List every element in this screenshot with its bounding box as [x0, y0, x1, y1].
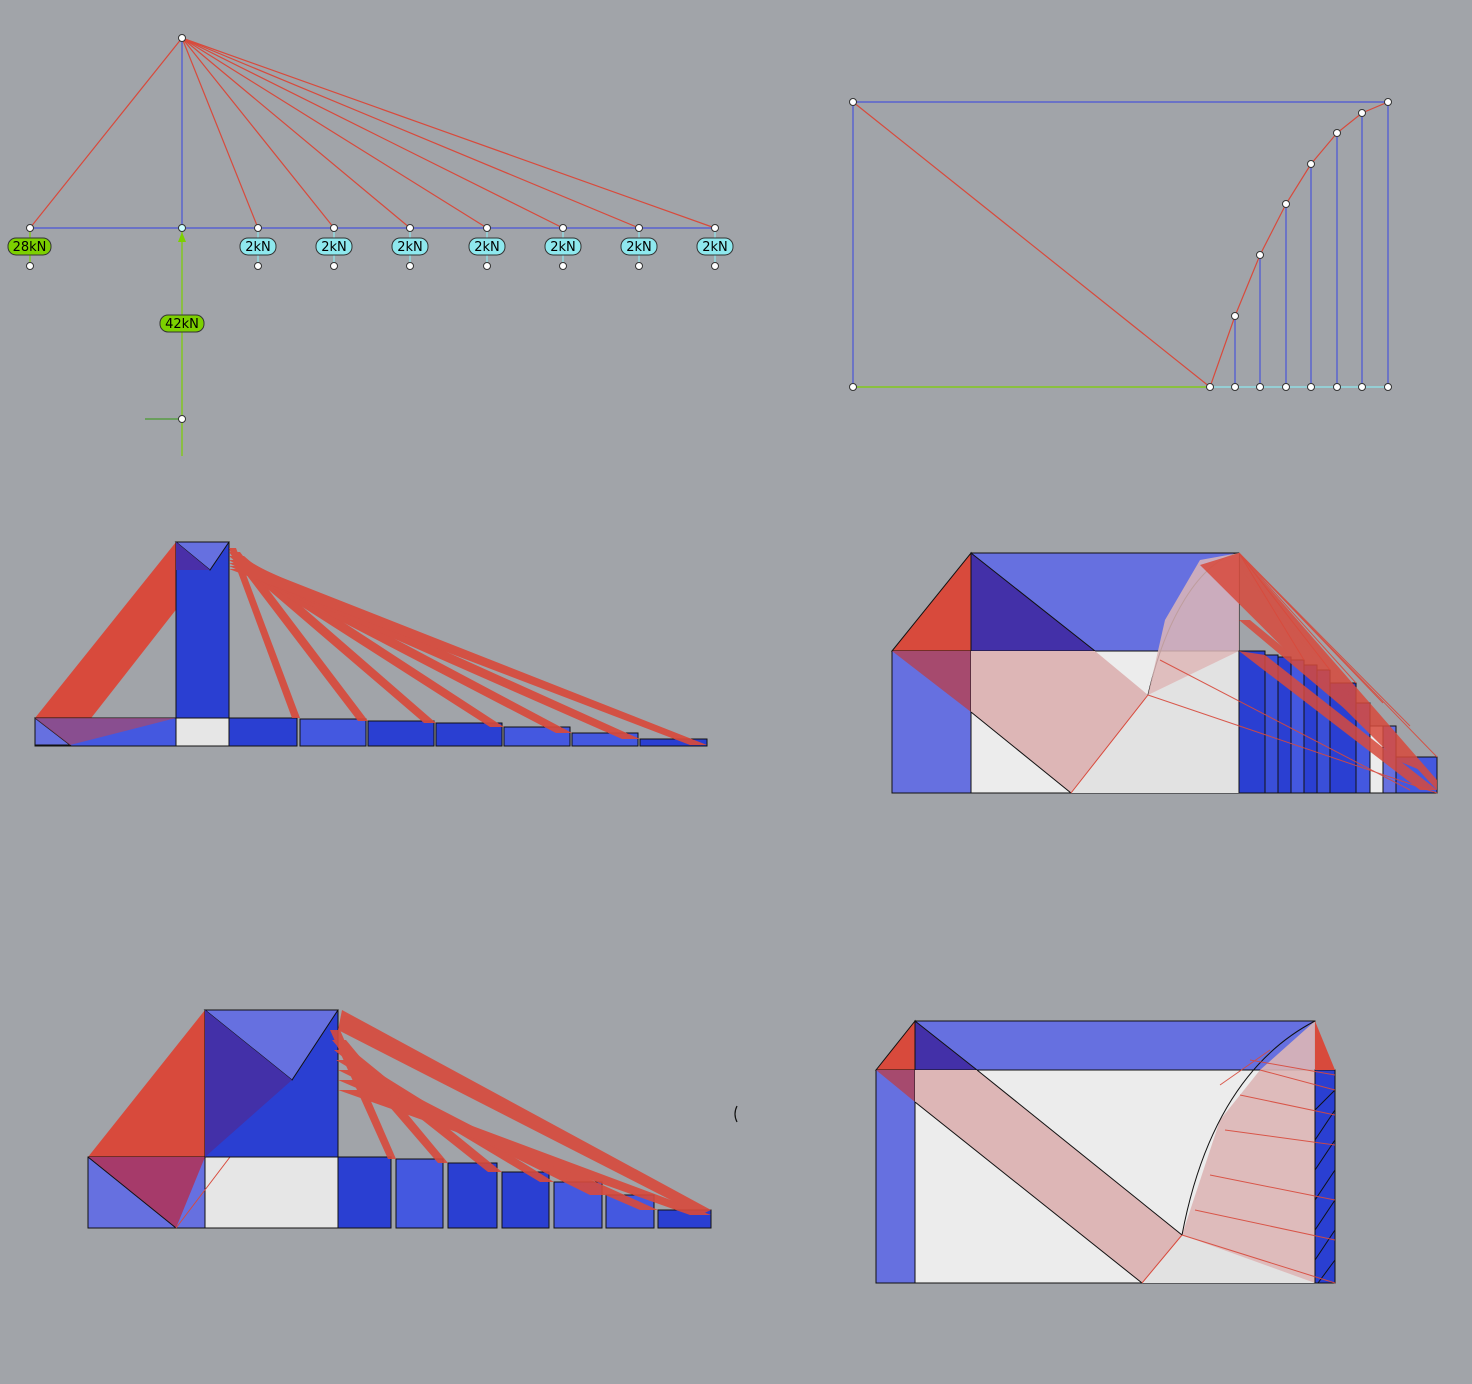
deck-void	[204, 1156, 339, 1229]
compression-members	[30, 38, 715, 229]
tension-fans	[1200, 553, 1437, 790]
svg-text:2kN: 2kN	[397, 240, 423, 255]
svg-text:2kN: 2kN	[474, 240, 500, 255]
load-label: 2kN	[315, 237, 353, 256]
deck-block	[435, 722, 503, 747]
force-3d-view-b	[874, 1019, 1336, 1284]
tension-stay	[88, 1010, 205, 1157]
svg-text:2kN: 2kN	[245, 240, 271, 255]
deck-block	[299, 718, 367, 747]
deck-block	[228, 717, 298, 747]
load-label: 2kN	[239, 237, 277, 256]
load-lines	[29, 228, 716, 456]
upper-tension	[890, 551, 972, 652]
column-block	[1238, 650, 1266, 794]
load-label: 2kN	[620, 237, 658, 256]
tension-fans	[229, 548, 707, 745]
deck-block	[395, 1158, 444, 1229]
form-nodes[interactable]	[26, 34, 719, 423]
force-red-edges	[852, 101, 1389, 388]
pylon	[175, 541, 230, 719]
svg-text:2kN: 2kN	[550, 240, 576, 255]
left-block	[875, 1069, 916, 1284]
load-label: 2kN	[468, 237, 506, 256]
load-label: 2kN	[696, 237, 734, 256]
deck-block	[447, 1162, 498, 1229]
tension-fans	[1181, 1049, 1336, 1284]
force-blue-edges	[852, 101, 1389, 387]
deck-block	[503, 726, 571, 747]
force-3d-view-a	[890, 551, 1438, 794]
cursor-mark	[734, 1105, 738, 1123]
deck-block	[639, 738, 708, 747]
tension-fans	[330, 1010, 711, 1215]
form-3d-view-b	[87, 1009, 712, 1229]
svg-text:2kN: 2kN	[321, 240, 347, 255]
svg-text:42kN: 42kN	[165, 317, 199, 332]
svg-text:2kN: 2kN	[626, 240, 652, 255]
upper-tension	[874, 1019, 916, 1071]
upper-block	[914, 1020, 1316, 1071]
reaction-label-left: 28kN	[7, 237, 52, 256]
form-diagram: 28kN 42kN 2kN 2kN 2kN 2kN 2kN 2kN	[7, 34, 734, 456]
force-nodes[interactable]	[849, 98, 1392, 391]
column-block	[1303, 664, 1318, 794]
deck-block	[337, 1156, 392, 1229]
tension-band	[915, 1070, 1182, 1283]
svg-text:28kN: 28kN	[13, 240, 47, 255]
form-3d-view-a	[34, 541, 708, 747]
tension-cables	[29, 37, 716, 229]
column-block	[1314, 1069, 1336, 1284]
deck-block	[367, 720, 435, 747]
tension-band	[971, 651, 1148, 793]
svg-text:2kN: 2kN	[702, 240, 728, 255]
load-label: 2kN	[544, 237, 582, 256]
force-diagram	[849, 98, 1392, 391]
load-label: 2kN	[391, 237, 429, 256]
reaction-label-support: 42kN	[159, 314, 205, 333]
deck-void	[175, 717, 230, 747]
